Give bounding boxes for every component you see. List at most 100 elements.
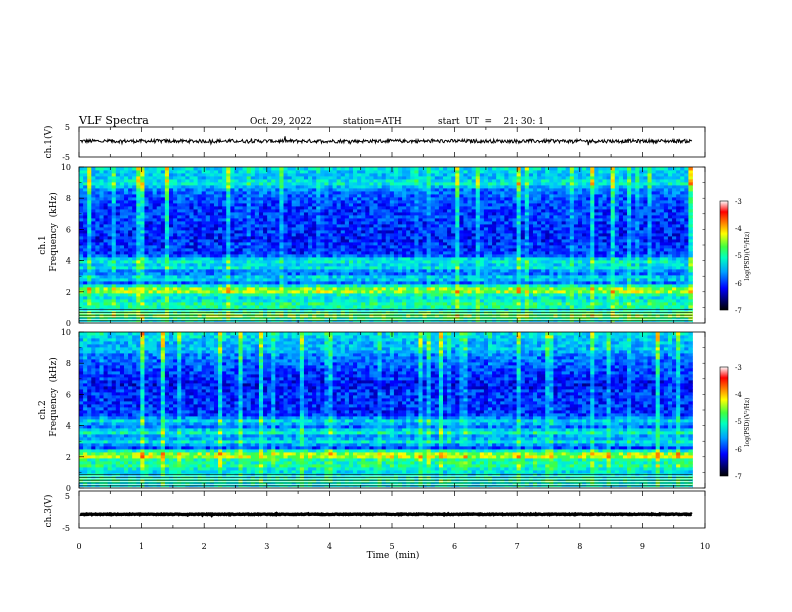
spectrogram-cell bbox=[95, 311, 100, 315]
spectrogram-cell bbox=[565, 299, 571, 303]
spectrogram-cell bbox=[123, 275, 129, 279]
spectrogram-cell bbox=[316, 284, 321, 288]
spectrogram-cell bbox=[389, 239, 395, 243]
spectrogram-cell bbox=[434, 272, 440, 276]
spectrogram-cell bbox=[557, 263, 562, 267]
spectrogram-cell bbox=[353, 260, 358, 264]
spectrogram-cell bbox=[283, 299, 288, 303]
spectrogram-cell bbox=[193, 236, 199, 240]
spectrogram-cell bbox=[185, 281, 190, 285]
spectrogram-cell bbox=[426, 284, 432, 288]
spectrogram-cell bbox=[353, 305, 358, 309]
spectrogram-cell bbox=[119, 251, 125, 255]
spectrogram-cell bbox=[340, 269, 346, 273]
spectrogram-cell bbox=[663, 290, 669, 294]
spectrogram-cell bbox=[496, 287, 501, 291]
spectrogram-cell bbox=[369, 311, 374, 315]
spectrogram-cell bbox=[451, 314, 456, 318]
spectrogram-cell bbox=[561, 254, 567, 258]
spectrogram-cell bbox=[516, 260, 522, 264]
spectrogram-cell bbox=[528, 299, 534, 303]
spectrogram-cell bbox=[651, 239, 657, 243]
spectrogram-cell bbox=[173, 278, 178, 282]
spectrogram-cell bbox=[99, 224, 104, 228]
spectrogram-cell bbox=[475, 230, 481, 234]
spectrogram-cell bbox=[328, 248, 333, 252]
spectrogram-cell bbox=[631, 299, 636, 303]
spectrogram-cell bbox=[610, 263, 616, 267]
spectrogram-cell bbox=[303, 230, 309, 234]
spectrogram-cell bbox=[140, 293, 145, 297]
spectrogram-cell bbox=[115, 233, 121, 237]
spectrogram-cell bbox=[516, 251, 522, 255]
spectrogram-cell bbox=[381, 230, 387, 234]
spectrogram-cell bbox=[353, 245, 358, 249]
spectrogram-cell bbox=[344, 248, 350, 252]
spectrogram-cell bbox=[226, 227, 231, 231]
spectrogram-cell bbox=[83, 251, 88, 255]
spectrogram-cell bbox=[549, 299, 554, 303]
spectrogram-cell bbox=[438, 311, 444, 315]
spectrogram-cell bbox=[610, 251, 616, 255]
spectrogram-cell bbox=[643, 254, 648, 258]
spectrogram-cell bbox=[492, 311, 497, 315]
spectrogram-cell bbox=[189, 263, 194, 267]
spectrogram-cell bbox=[119, 224, 125, 228]
spectrogram-cell bbox=[279, 278, 284, 282]
spectrogram-cell bbox=[463, 314, 468, 318]
spectrogram-cell bbox=[663, 224, 669, 228]
spectrogram-cell bbox=[361, 260, 366, 264]
spectrogram-cell bbox=[381, 296, 387, 300]
spectrogram-cell bbox=[332, 302, 338, 306]
spectrogram-cell bbox=[185, 251, 190, 255]
spectrogram-cell bbox=[680, 290, 685, 294]
spectrogram-cell bbox=[602, 281, 607, 285]
spectrogram-cell bbox=[414, 317, 419, 321]
spectrogram-cell bbox=[91, 278, 96, 282]
spectrogram-cell bbox=[520, 269, 526, 273]
spectrogram-cell bbox=[263, 281, 268, 285]
spectrogram-cell bbox=[393, 254, 399, 258]
spectrogram-cell bbox=[123, 248, 129, 252]
spectrogram-cell bbox=[647, 284, 652, 288]
spectrogram-cell bbox=[471, 302, 477, 306]
spectrogram-cell bbox=[569, 227, 575, 231]
spectrogram-cell bbox=[177, 284, 182, 288]
spectrogram-cell bbox=[279, 260, 284, 264]
spectrogram-cell bbox=[451, 239, 456, 243]
spectrogram-cell bbox=[258, 257, 264, 261]
spectrogram-cell bbox=[569, 305, 575, 309]
spectrogram-cell bbox=[627, 242, 632, 246]
spectrogram-cell bbox=[209, 248, 215, 252]
spectrogram-cell bbox=[250, 299, 256, 303]
spectrogram-cell bbox=[148, 242, 154, 246]
spectrogram-cell bbox=[561, 278, 567, 282]
spectrogram-cell bbox=[545, 311, 550, 315]
spectrogram-cell bbox=[590, 314, 595, 318]
spectrogram-cell bbox=[487, 230, 493, 234]
spectrogram-cell bbox=[258, 248, 264, 252]
spectrogram-cell bbox=[549, 317, 554, 321]
spectrogram-cell bbox=[87, 254, 92, 258]
spectrogram-cell bbox=[672, 281, 677, 285]
spectrogram-cell bbox=[103, 287, 109, 291]
spectrogram-cell bbox=[463, 281, 468, 285]
spectrogram-cell bbox=[107, 269, 113, 273]
spectrogram-cell bbox=[393, 296, 399, 300]
spectrogram-cell bbox=[140, 278, 145, 282]
spectrogram-cell bbox=[173, 224, 178, 228]
spectrogram-cell bbox=[107, 287, 113, 291]
spectrogram-cell bbox=[639, 281, 644, 285]
spectrogram-cell bbox=[377, 302, 383, 306]
spectrogram-cell bbox=[594, 272, 599, 276]
spectrogram-cell bbox=[348, 254, 354, 258]
spectrogram-cell bbox=[590, 272, 595, 276]
spectrogram-cell bbox=[193, 239, 199, 243]
spectrogram-cell bbox=[504, 230, 509, 234]
spectrogram-cell bbox=[594, 239, 599, 243]
spectrogram-cell bbox=[483, 305, 489, 309]
spectrogram-cell bbox=[586, 317, 591, 321]
spectrogram-cell bbox=[385, 245, 391, 249]
spectrogram-cell bbox=[115, 281, 121, 285]
spectrogram-cell bbox=[234, 224, 239, 228]
